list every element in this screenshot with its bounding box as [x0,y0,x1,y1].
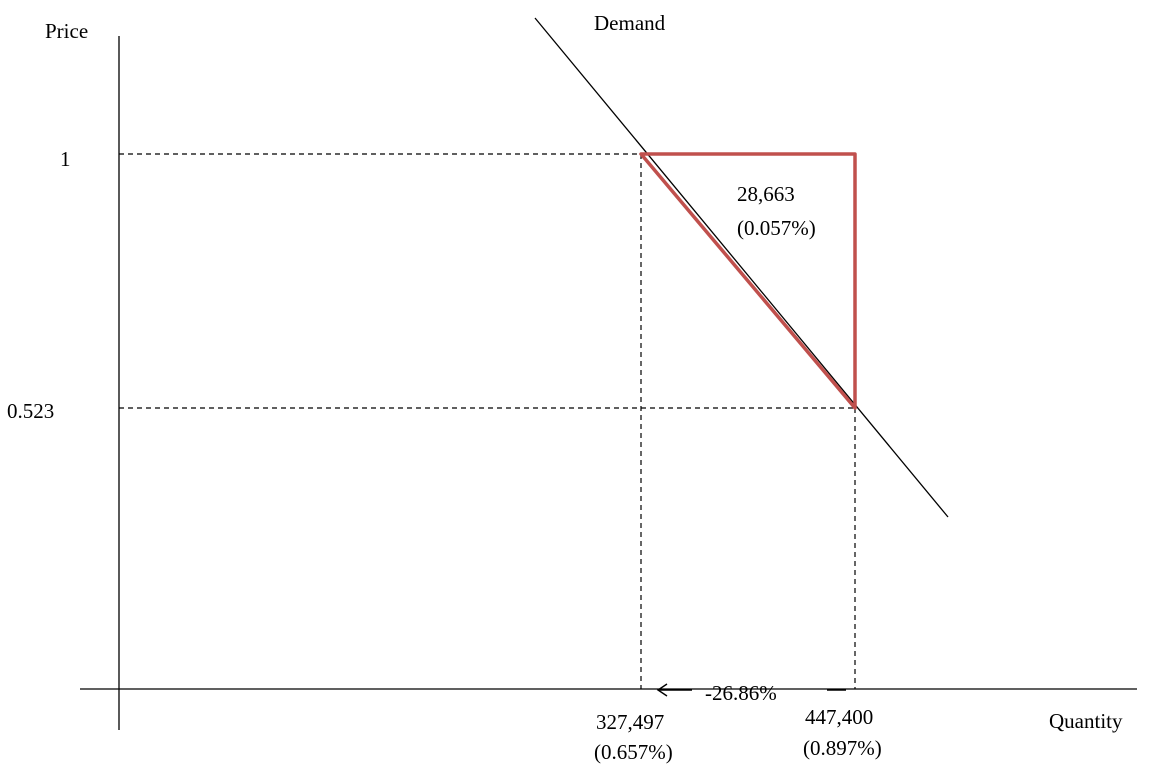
quantity-q2-value: 447,400 [805,705,873,729]
quantity-axis-label: Quantity [1049,709,1123,733]
triangle-share: (0.057%) [737,216,816,240]
change-arrow-head [656,683,668,697]
demand-curve [534,17,949,518]
triangle-value: 28,663 [737,182,795,206]
demand-label: Demand [594,11,666,35]
quantity-q2-share: (0.897%) [803,736,882,760]
price-axis-label: Price [45,19,88,43]
quantity-q1-value: 327,497 [596,710,664,734]
surplus-triangle [639,152,857,410]
change-label: -26.86% [705,681,777,705]
price-tick-high: 1 [60,147,71,171]
price-tick-low: 0.523 [7,399,54,423]
quantity-q1-share: (0.657%) [594,740,673,764]
